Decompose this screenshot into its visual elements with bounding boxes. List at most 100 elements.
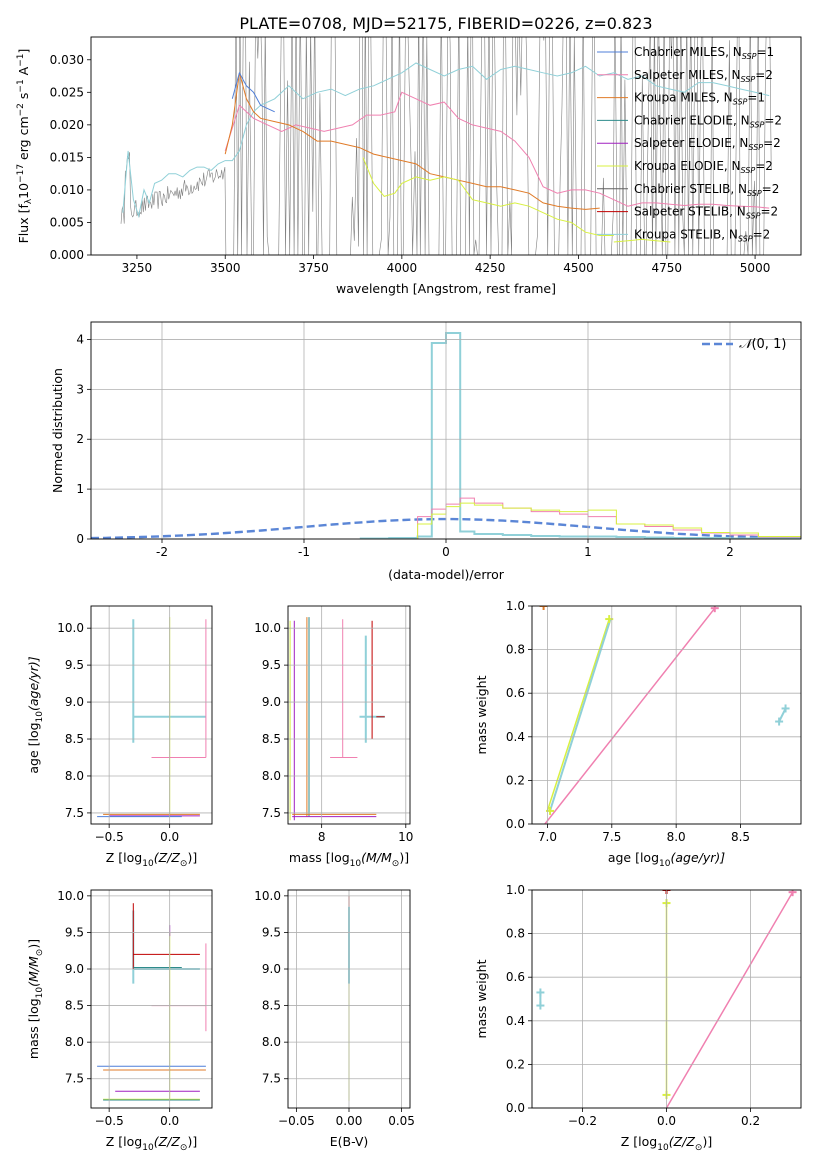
- y-tick-label: 0.015: [50, 150, 84, 164]
- x-tick-label: 8.5: [731, 830, 750, 844]
- y-tick-label: 0.6: [506, 686, 525, 700]
- figure-title: PLATE=0708, MJD=52175, FIBERID=0226, z=0…: [239, 14, 652, 33]
- axes-frame: [90, 36, 802, 256]
- axes-frame: [531, 889, 802, 1109]
- x-tick-label: -1: [298, 545, 310, 559]
- y-tick-label: 2: [76, 432, 84, 446]
- axes-frame: [90, 321, 802, 540]
- legend-entry: Kroupa ELODIE, NSSP=2: [634, 159, 773, 175]
- x-tick-label: 0.0: [657, 1114, 676, 1128]
- x-tick-label: 4250: [475, 261, 506, 275]
- weight-marker-kroupa_stelib: [781, 704, 790, 713]
- y-tick-label: 3: [76, 382, 84, 396]
- weight-marker-salpeter_miles: [788, 890, 797, 897]
- y-tick-label: 0.2: [506, 773, 525, 787]
- observed-spectrum-line: [120, 37, 772, 255]
- weight-marker-salpeter_miles: [710, 606, 719, 613]
- y-tick-label: 10.0: [57, 621, 84, 635]
- y-axis-label: mass weight: [474, 959, 489, 1038]
- panel-age_vs_Z: −0.5 0.0 7.5 8.0 8.5 9.0 9.5 10.0 Z [log10(Z/Z⊙)…: [26, 605, 213, 869]
- y-tick-label: 0.010: [50, 183, 84, 197]
- y-tick-label: 0.6: [506, 970, 525, 984]
- histogram-kroupa_elodie: [417, 502, 801, 539]
- y-tick-label: 0.025: [50, 85, 84, 99]
- y-tick-label: 7.5: [65, 1072, 84, 1086]
- y-tick-label: 8.0: [65, 1035, 84, 1049]
- weight-marker-kroupa_miles: [539, 606, 548, 610]
- y-axis-label: Flux [fλ10−17 erg cm−2 s−1 A−1]: [16, 49, 34, 244]
- y-tick-label: 0.8: [506, 643, 525, 657]
- x-tick-label: 7.0: [538, 830, 557, 844]
- x-tick-label: −0.05: [278, 1114, 315, 1128]
- x-axis-label: Z [log10(Z/Z⊙)]: [106, 850, 197, 869]
- panel-spectrum: 3250 3500 3750 4000 4250 4500 4750 5000 0.000 0.0…: [16, 36, 802, 296]
- weight-line-kroupa_stelib-2: [549, 618, 612, 812]
- weight-line-kroupa_elodie-1: [546, 618, 610, 812]
- legend-entry: Kroupa STELIB, NSSP=2: [634, 227, 770, 243]
- plot-area-age_vs_Z: [97, 617, 207, 818]
- axes-frame: [287, 889, 411, 1109]
- x-tick-label: −0.5: [95, 830, 124, 844]
- x-tick-label: 3500: [210, 261, 241, 275]
- x-axis-label: E(B-V): [330, 1134, 369, 1149]
- y-tick-label: 7.5: [65, 806, 84, 820]
- legend-entry: 𝒩(0, 1): [739, 337, 786, 352]
- x-tick-label: 10: [398, 830, 413, 844]
- y-tick-label: 8.5: [262, 732, 281, 746]
- y-tick-label: 0.000: [50, 248, 84, 262]
- y-tick-label: 9.5: [65, 658, 84, 672]
- x-tick-label: −0.2: [568, 1114, 597, 1128]
- y-tick-label: 9.0: [262, 962, 281, 976]
- weight-line-salpeter_miles-0: [665, 891, 794, 1108]
- y-tick-label: 8.0: [65, 769, 84, 783]
- legend: Chabrier MILES, NSSP=1 Salpeter MILES, NS…: [597, 45, 782, 243]
- model-spectrum-line-kroupa_elodie-5: [613, 238, 671, 243]
- y-tick-label: 1: [76, 482, 84, 496]
- legend-entry: Chabrier STELIB, NSSP=2: [634, 182, 779, 198]
- x-axis-label: Z [log10(Z/Z⊙)]: [621, 1134, 712, 1153]
- x-tick-label: 0.0: [160, 1114, 179, 1128]
- x-tick-label: 3750: [298, 261, 329, 275]
- legend-entry: Salpeter STELIB, NSSP=2: [634, 205, 778, 221]
- axes-frame: [90, 605, 213, 825]
- x-tick-label: 5000: [740, 261, 771, 275]
- y-axis-label: age [log10(age/yr)]: [26, 656, 45, 773]
- y-tick-label: 0.005: [50, 215, 84, 229]
- model-spectrum-line-salpeter_miles-1: [224, 91, 770, 209]
- x-tick-label: 7.5: [602, 830, 621, 844]
- legend-entry: Kroupa MILES, NSSP=1: [634, 91, 765, 107]
- x-tick-label: 0.05: [388, 1114, 415, 1128]
- x-tick-label: 8: [318, 830, 326, 844]
- y-tick-label: 8.5: [65, 999, 84, 1013]
- x-tick-label: 3250: [122, 261, 153, 275]
- y-tick-label: 7.5: [262, 1072, 281, 1086]
- y-axis-label: Normed distribution: [50, 368, 65, 493]
- y-tick-label: 10.0: [254, 621, 281, 635]
- x-tick-label: 2: [726, 545, 734, 559]
- y-tick-label: 9.0: [65, 695, 84, 709]
- y-axis-label: mass weight: [474, 675, 489, 754]
- y-tick-label: 8.0: [262, 1035, 281, 1049]
- y-tick-label: 8.5: [262, 999, 281, 1013]
- x-tick-label: 4500: [563, 261, 594, 275]
- y-tick-label: 0.2: [506, 1057, 525, 1071]
- plot-area-weight_vs_age: [539, 606, 790, 824]
- axes-frame: [287, 605, 411, 825]
- model-spectrum-line-chabrier_miles-3: [231, 71, 275, 113]
- model-spectrum-line-kroupa_elodie-4: [362, 157, 614, 236]
- y-tick-label: 0.0: [506, 817, 525, 831]
- histogram-kroupa_stelib: [359, 332, 801, 539]
- y-tick-label: 0.8: [506, 927, 525, 941]
- weight-marker-kroupa_stelib: [536, 988, 545, 997]
- panel-weight_vs_age: 7.0 7.5 8.0 8.5 0.0 0.2 0.4 0.6 0.8 1.0 age [log10…: [474, 599, 802, 869]
- x-axis-label: wavelength [Angstrom, rest frame]: [336, 281, 556, 296]
- x-tick-label: 4000: [387, 261, 418, 275]
- x-tick-label: 0.2: [741, 1114, 760, 1128]
- y-tick-label: 9.5: [262, 658, 281, 672]
- legend-entry: Salpeter ELODIE, NSSP=2: [634, 136, 781, 152]
- x-tick-label: 0: [442, 545, 450, 559]
- panel-residuals: -2 -1 0 1 2 0 1 2 3 4 (data-model)/error Normed dis…: [50, 321, 802, 582]
- y-tick-label: 10.0: [254, 889, 281, 903]
- legend-entry: Salpeter MILES, NSSP=2: [634, 68, 773, 84]
